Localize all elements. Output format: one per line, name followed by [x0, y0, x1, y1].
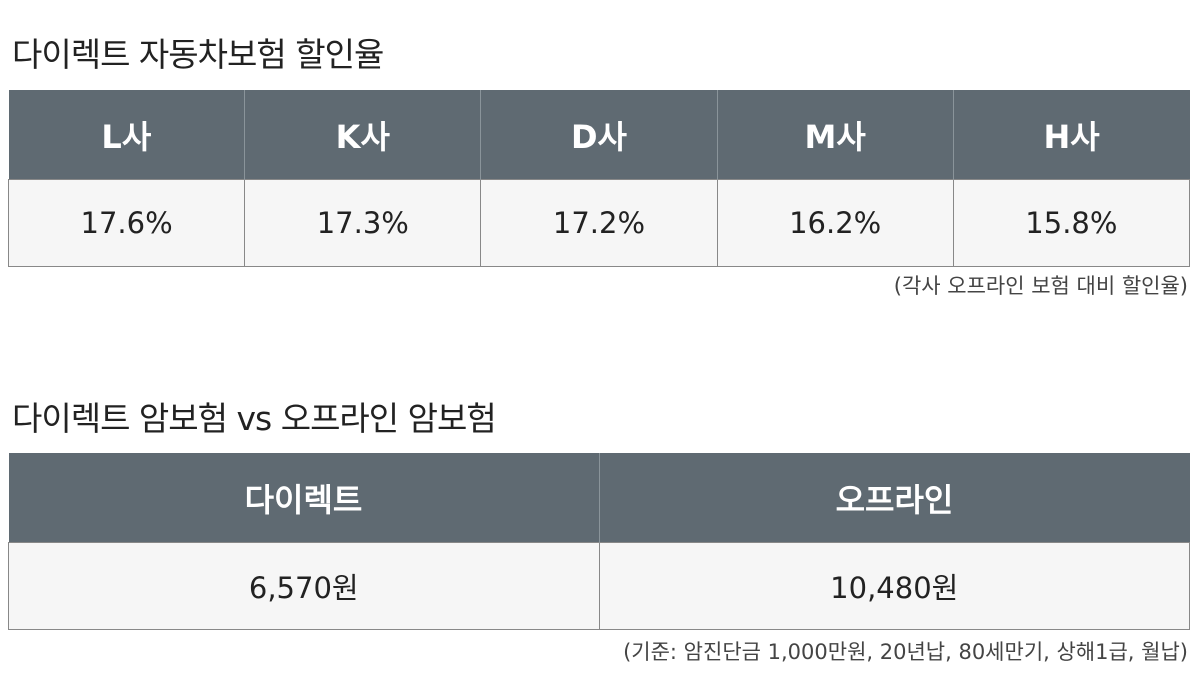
header-cell: M사 [716, 90, 954, 180]
data-row: 6,570원 10,480원 [8, 542, 1190, 630]
premium-table: 다이렉트 오프라인 6,570원 10,480원 [8, 453, 1190, 630]
data-cell: 10,480원 [598, 542, 1190, 630]
header-cell: 다이렉트 [8, 453, 599, 543]
note: (기준: 암진단금 1,000만원, 20년납, 80세만기, 상해1급, 월납… [623, 640, 1188, 664]
header-row: 다이렉트 오프라인 [8, 453, 1190, 543]
header-cell: 오프라인 [598, 453, 1190, 543]
data-cell: 6,570원 [8, 542, 600, 630]
data-cell: 15.8% [952, 179, 1191, 267]
discount-table: L사 K사 D사 M사 H사 17.6% 17.3% 17.2% 16.2% 1… [7, 90, 1191, 267]
header-row: L사 K사 D사 M사 H사 [8, 90, 1190, 180]
data-row: 17.6% 17.3% 17.2% 16.2% 15.8% [7, 179, 1191, 267]
header-cell: D사 [480, 90, 718, 180]
data-cell: 16.2% [716, 179, 954, 267]
header-cell: H사 [952, 90, 1190, 180]
section-title: 다이렉트 자동차보험 할인율 [12, 35, 384, 74]
header-cell: L사 [8, 90, 245, 180]
header-cell: K사 [244, 90, 481, 180]
note: (각사 오프라인 보험 대비 할인율) [893, 274, 1188, 298]
data-cell: 17.6% [7, 179, 246, 267]
section-title: 다이렉트 암보험 vs 오프라인 암보험 [12, 399, 497, 438]
data-cell: 17.3% [244, 179, 482, 267]
data-cell: 17.2% [480, 179, 718, 267]
